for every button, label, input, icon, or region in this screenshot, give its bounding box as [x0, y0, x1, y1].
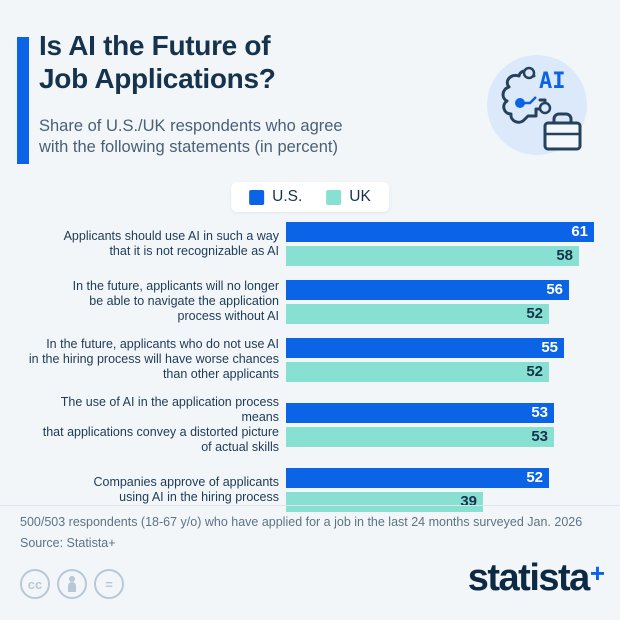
legend-item-uk: UK: [326, 188, 371, 206]
bar-group: 53 53: [286, 403, 594, 447]
bar-us: 55: [286, 337, 564, 358]
footer-divider: [0, 505, 620, 506]
equals-icon: =: [94, 569, 124, 599]
chart-row: Companies approve of applicants using AI…: [20, 468, 600, 512]
bar-value-label: 58: [556, 247, 573, 264]
bar-chart: Applicants should use AI in such a way t…: [20, 222, 600, 525]
bar-group: 55 52: [286, 337, 594, 382]
bar-us: 56: [286, 279, 569, 300]
bar-value-label: 52: [526, 304, 543, 322]
page-title: Is AI the Future of Job Applications?: [39, 30, 276, 94]
bar-value-label: 53: [531, 404, 548, 421]
bar-group: 56 52: [286, 279, 594, 324]
hero-icon-ai-text: AI: [539, 69, 566, 94]
chart-row: In the future, applicants will no longer…: [20, 279, 600, 324]
category-label: Applicants should use AI in such a way t…: [63, 229, 279, 258]
bar-value-label: 56: [546, 280, 563, 298]
bar-value-label: 61: [571, 223, 588, 240]
legend-swatch: [249, 189, 265, 205]
title-accent-bar: [17, 37, 29, 164]
ai-brain-briefcase-icon: AI: [482, 50, 600, 168]
legend: U.S. UK: [231, 182, 389, 212]
statista-logo: statista +: [467, 557, 605, 600]
bar-uk: 53: [286, 427, 554, 447]
legend-label: UK: [349, 188, 371, 205]
bar-group: 52 39: [286, 468, 594, 512]
license-icons: cc =: [20, 569, 124, 599]
bar-uk: 52: [286, 303, 549, 324]
bar-value-label: 52: [526, 469, 543, 486]
footnote-source: Source: Statista+: [20, 536, 116, 550]
category-label: In the future, applicants will no longer…: [72, 279, 279, 323]
bar-uk: 58: [286, 246, 579, 266]
bar-value-label: 39: [460, 493, 477, 510]
legend-item-us: U.S.: [249, 188, 302, 206]
bar-value-label: 52: [526, 362, 543, 380]
page-subtitle: Share of U.S./UK respondents who agree w…: [39, 117, 343, 157]
bar-value-label: 53: [531, 428, 548, 445]
bar-uk: 39: [286, 492, 483, 512]
bar-us: 61: [286, 222, 594, 242]
category-label: In the future, applicants who do not use…: [28, 337, 279, 381]
bar-group: 61 58: [286, 222, 594, 266]
legend-label: U.S.: [272, 188, 303, 205]
chart-row: Applicants should use AI in such a way t…: [20, 222, 600, 266]
attribution-icon: [57, 569, 87, 599]
legend-swatch: [326, 189, 342, 205]
statista-wordmark: statista: [467, 557, 591, 599]
category-label: Companies approve of applicants using AI…: [93, 475, 279, 504]
chart-row: In the future, applicants who do not use…: [20, 337, 600, 382]
bar-value-label: 55: [541, 338, 558, 356]
cc-license-icon: cc: [20, 569, 50, 599]
bar-us: 52: [286, 468, 549, 488]
chart-rows: Applicants should use AI in such a way t…: [20, 222, 600, 512]
chart-row: The use of AI in the application process…: [20, 395, 600, 455]
statista-plus-icon: +: [589, 558, 605, 588]
footnote-survey-info: 500/503 respondents (18-67 y/o) who have…: [20, 515, 583, 529]
bar-us: 53: [286, 403, 554, 423]
footnote: 500/503 respondents (18-67 y/o) who have…: [20, 512, 610, 554]
category-label: The use of AI in the application process…: [42, 395, 279, 454]
bar-uk: 52: [286, 361, 549, 382]
